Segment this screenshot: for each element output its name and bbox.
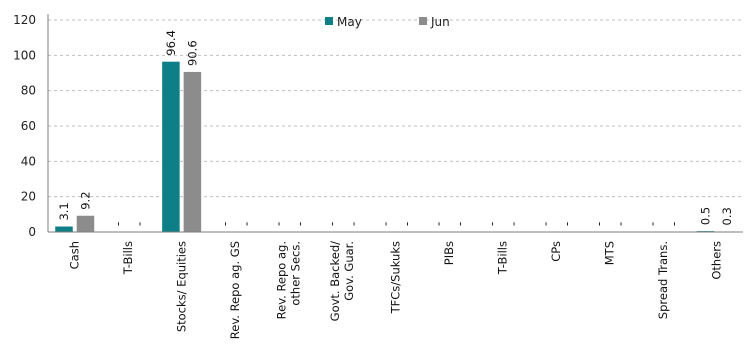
y-tick-label: 120: [13, 13, 36, 27]
x-tick-label: Stocks/ Equities: [175, 241, 189, 332]
x-tick-label: TFCs/Sukuks: [389, 241, 403, 314]
bars: [55, 61, 736, 233]
data-label: 0.5: [699, 207, 713, 225]
legend: May Jun: [325, 15, 450, 29]
x-axis: Cash T-Bills Stocks/ Equities Rev. Repo ag.…: [48, 231, 743, 339]
y-tick-label: 40: [21, 154, 36, 168]
data-label: -: [613, 222, 627, 226]
x-tick-label-line: Spread Trans.: [656, 241, 670, 319]
data-label: -: [506, 222, 520, 226]
bar-jun: [183, 71, 202, 232]
data-label: -: [378, 222, 392, 226]
x-tick-label: Govt. Backed/Gov. Guar.: [328, 241, 356, 321]
x-tick-label: Rev. Repo ag. GS: [228, 241, 242, 339]
legend-label-may: May: [337, 15, 362, 29]
x-tick-label-line: PIBs: [442, 241, 456, 265]
data-label: -: [645, 222, 659, 226]
x-tick-label-line: MTS: [602, 241, 616, 265]
data-label: 3.1: [57, 202, 71, 220]
data-label: -: [271, 222, 285, 226]
data-label: -: [132, 222, 146, 226]
y-tick-label: 100: [13, 48, 36, 62]
x-tick-label: T-Bills: [121, 241, 135, 275]
y-tick-label: 80: [21, 84, 36, 98]
x-tick-label-line: Rev. Repo ag. GS: [228, 241, 242, 339]
x-tick-label-line: T-Bills: [121, 241, 135, 275]
x-tick-label-line: Cash: [68, 241, 82, 269]
legend-swatch-may: [325, 17, 333, 25]
x-tick-label: Spread Trans.: [656, 241, 670, 319]
y-tick-label: 60: [21, 119, 36, 133]
x-tick-label-line: TFCs/Sukuks: [389, 241, 403, 314]
data-label: -: [431, 222, 445, 226]
x-tick-label: Cash: [68, 241, 82, 269]
x-tick-label: CPs: [549, 241, 563, 262]
y-tick-label: 20: [21, 190, 36, 204]
data-label: -: [110, 222, 124, 226]
data-label: -: [560, 222, 574, 226]
x-tick-label-line: Gov. Guar.: [342, 241, 356, 301]
gridlines: [48, 19, 743, 198]
legend-swatch-jun: [419, 17, 427, 25]
data-label: -: [324, 222, 338, 226]
data-label: -: [538, 222, 552, 226]
legend-label-jun: Jun: [430, 15, 450, 29]
x-tick-label: Others: [709, 241, 723, 280]
data-label: -: [667, 222, 681, 226]
data-label: 0.3: [720, 207, 734, 225]
x-tick-label-line: Stocks/ Equities: [175, 241, 189, 332]
x-tick-label: T-Bills: [495, 241, 509, 275]
data-label: -: [292, 222, 306, 226]
data-label: -: [399, 222, 413, 226]
data-label: -: [346, 222, 360, 226]
data-label: 96.4: [164, 30, 178, 56]
bar-jun: [76, 215, 95, 232]
x-tick-label-line: Others: [709, 241, 723, 280]
data-label: -: [453, 222, 467, 226]
x-tick-label-line: other Secs.: [289, 241, 303, 306]
x-tick-label-line: Rev. Repo ag.: [275, 241, 289, 319]
x-tick-label-line: Govt. Backed/: [328, 241, 342, 321]
data-label: -: [592, 222, 606, 226]
data-label: 9.2: [78, 191, 92, 209]
x-tick-label-line: T-Bills: [495, 241, 509, 275]
data-label: 90.6: [185, 40, 199, 66]
bar-may: [55, 226, 73, 232]
x-tick-label: MTS: [602, 241, 616, 265]
x-tick-label: Rev. Repo ag. other Secs.: [275, 241, 303, 319]
data-label: -: [485, 222, 499, 226]
data-label: -: [239, 222, 253, 226]
data-labels: 3.1 9.2 - - 96.4 90.6 - - - - - - - - - - - - - - - - - - 0.5 0.3: [57, 30, 734, 226]
bar-may: [162, 61, 180, 233]
x-tick-label: PIBs: [442, 241, 456, 265]
y-axis: 0 20 40 60 80 100 120: [13, 13, 49, 239]
data-label: -: [217, 222, 231, 226]
x-tick-label-line: CPs: [549, 241, 563, 262]
y-tick-label: 0: [28, 225, 36, 239]
